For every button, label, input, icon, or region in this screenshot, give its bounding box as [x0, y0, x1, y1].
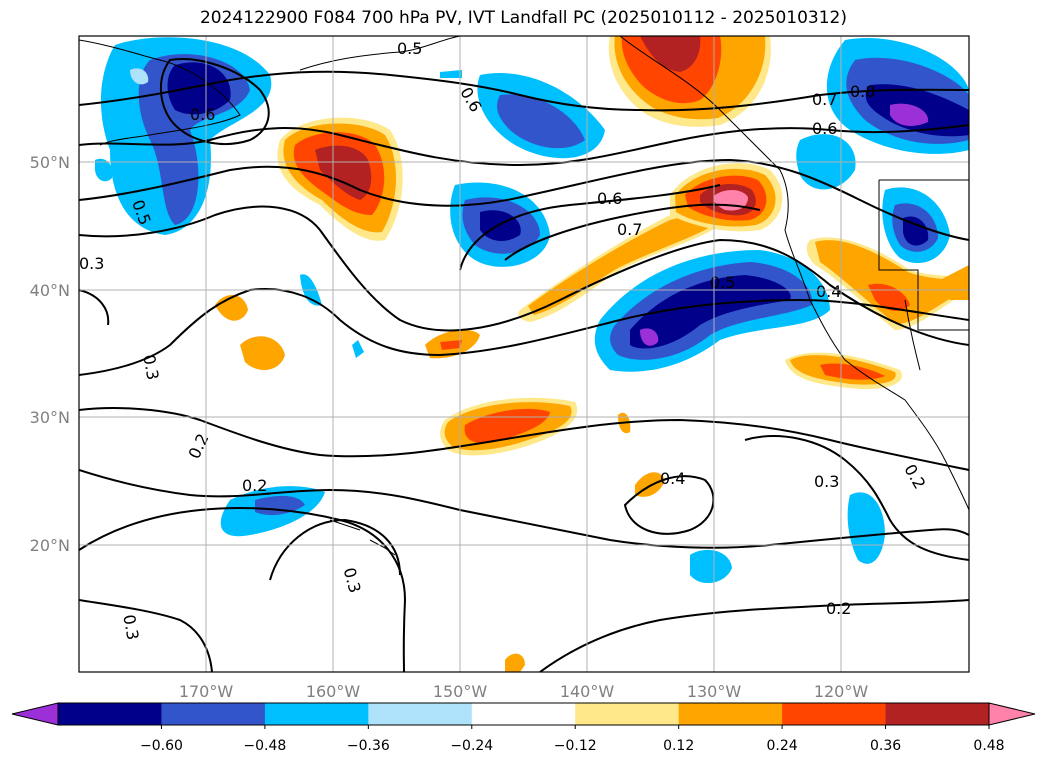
lat-tick-label: 20°N — [30, 536, 70, 555]
colorbar-segment — [471, 703, 576, 725]
colorbar-extend-min — [11, 702, 59, 726]
colorbar-segment — [368, 703, 473, 725]
contour-label: 0.3 — [139, 353, 162, 381]
colorbar-tick-label: −0.60 — [140, 738, 183, 754]
contour-label: 0.7 — [812, 90, 837, 109]
contour-label: 0.3 — [79, 254, 104, 273]
contour-label: 0.5 — [710, 273, 735, 292]
colorbar-tick-label: 0.48 — [973, 738, 1004, 754]
contour-label: 0.4 — [816, 282, 841, 301]
colorbar-segment — [782, 703, 887, 725]
colorbar-segment — [58, 703, 162, 725]
map-frame — [78, 35, 970, 673]
pv-contours — [79, 58, 969, 672]
colorbar-segment — [885, 703, 990, 725]
colorbar: −0.60 −0.48 −0.36 −0.24 −0.12 0.12 0.24 0.36 0.4… — [11, 702, 1036, 754]
contour-label: 0.6 — [190, 105, 215, 124]
lon-tick-label: 140°W — [560, 682, 615, 701]
contour-label: 0.2 — [242, 476, 267, 495]
lon-tick-labels: 170°W 160°W 150°W 140°W 130°W 120°W — [179, 682, 869, 701]
gridlines — [79, 36, 969, 672]
contour-label: 0.6 — [597, 189, 622, 208]
colorbar-tick-label: −0.48 — [243, 738, 286, 754]
colorbar-tick-label: 0.36 — [870, 738, 901, 754]
lon-tick-label: 130°W — [687, 682, 742, 701]
contour-label: 0.7 — [617, 220, 642, 239]
colorbar-tick-labels: −0.60 −0.48 −0.36 −0.24 −0.12 0.12 0.24 0.36 0.4… — [140, 725, 1005, 754]
colorbar-tick-label: −0.12 — [554, 738, 597, 754]
contour-label: 0.5 — [397, 39, 422, 58]
lon-tick-label: 160°W — [306, 682, 361, 701]
colorbar-tick-label: −0.24 — [450, 738, 493, 754]
colorbar-tick-label: 0.24 — [767, 738, 798, 754]
shaded-field: 0.5 0.6 0.6 0.5 0.7 0.8 0.6 0.6 0.7 0.5 … — [79, 36, 969, 672]
contour-label: 0.2 — [826, 599, 851, 618]
contour-label: 0.6 — [812, 119, 837, 138]
lat-tick-labels: 50°N 40°N 30°N 20°N — [30, 153, 70, 555]
contour-label: 0.8 — [850, 82, 875, 101]
colorbar-tick-label: −0.36 — [347, 738, 390, 754]
map-title: 2024122900 F084 700 hPa PV, IVT Landfall… — [199, 8, 847, 28]
lat-tick-label: 40°N — [30, 281, 70, 300]
negative-anomaly-blobs — [95, 37, 969, 584]
colorbar-segment — [161, 703, 266, 725]
lon-tick-label: 150°W — [433, 682, 488, 701]
colorbar-segments — [57, 702, 990, 726]
colorbar-extend-max — [988, 702, 1036, 726]
lat-tick-label: 50°N — [30, 153, 70, 172]
colorbar-segment — [575, 703, 680, 725]
colorbar-tick-label: 0.12 — [663, 738, 694, 754]
contour-label: 0.3 — [119, 613, 142, 641]
colorbar-segment — [264, 703, 369, 725]
colorbar-segment — [678, 703, 783, 725]
lon-tick-label: 170°W — [179, 682, 234, 701]
contour-label: 0.4 — [660, 469, 685, 488]
contour-label: 0.3 — [814, 472, 839, 491]
lat-tick-label: 30°N — [30, 408, 70, 427]
lon-tick-label: 120°W — [814, 682, 869, 701]
